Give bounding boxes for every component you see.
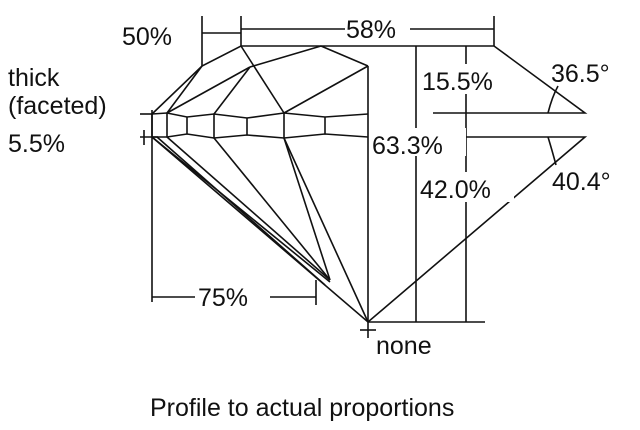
culet-label: none (376, 332, 432, 360)
crown-half-label: 50% (122, 23, 172, 51)
total-depth-label: 63.3% (372, 132, 443, 160)
pavilion-angle-label: 40.4° (552, 168, 611, 196)
table-label: 58% (346, 16, 396, 44)
girdle-label-line1: thick (8, 64, 60, 92)
crown-angle-label: 36.5° (551, 60, 610, 88)
girdle-facets (151, 112, 369, 139)
girdle-value-label: 5.5% (8, 130, 65, 158)
pavilion-depth-label: 42.0% (420, 176, 491, 204)
caption: Profile to actual proportions (150, 394, 454, 422)
lower-half-label: 75% (198, 284, 248, 312)
crown-height-label: 15.5% (422, 68, 493, 96)
pavilion-facets (151, 136, 369, 323)
crown-facets (166, 45, 369, 115)
diamond-outline (151, 45, 588, 324)
girdle-label-line2: (faceted) (8, 92, 107, 120)
